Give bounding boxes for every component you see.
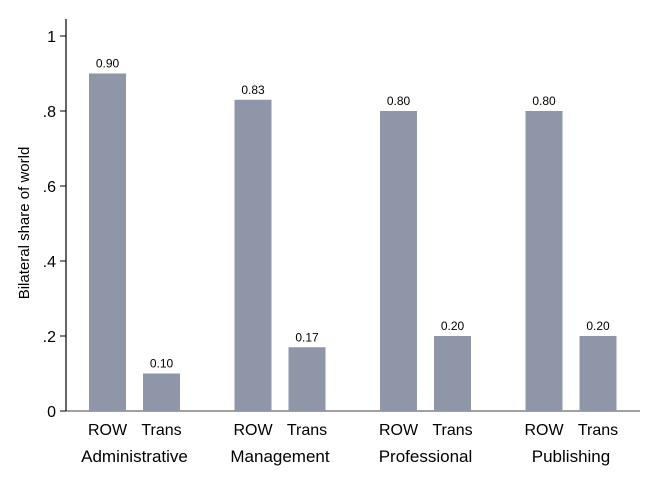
category-label: ROW [524,422,564,439]
data-label: 0.83 [241,83,265,97]
y-axis-label: Bilateral share of world [16,147,33,300]
bar [288,347,326,411]
data-label: 0.17 [295,330,319,344]
bar [434,336,471,411]
y-tick-label: .6 [43,179,56,196]
bar [89,73,126,411]
bar [143,373,180,411]
bar [234,99,272,411]
bar [380,111,417,411]
y-tick-label: 0 [47,404,56,421]
data-label: 0.80 [532,94,556,108]
category-label: Trans [287,422,327,439]
group-label: Administrative [81,447,188,466]
group-label: Professional [379,447,473,466]
data-label: 0.90 [96,57,120,71]
category-label: Trans [432,422,472,439]
category-label: ROW [379,422,419,439]
data-label: 0.20 [586,319,610,333]
category-label: ROW [88,422,128,439]
group-label: Management [230,447,330,466]
data-label: 0.80 [387,94,411,108]
labels: 0.90 ROW 0.10 Trans Administrative 0.83 ROW 0.1… [81,57,618,467]
bar [525,111,563,411]
bar [579,336,617,411]
y-tick-label: .4 [43,254,56,271]
bars [89,73,617,411]
category-label: ROW [233,422,273,439]
category-label: Trans [578,422,618,439]
data-label: 0.10 [150,357,174,371]
y-tick-label: 1 [47,29,56,46]
data-label: 0.20 [441,319,465,333]
group-label: Publishing [532,447,610,466]
y-tick-label: .2 [43,329,56,346]
y-tick-label: .8 [43,104,56,121]
category-label: Trans [141,422,181,439]
